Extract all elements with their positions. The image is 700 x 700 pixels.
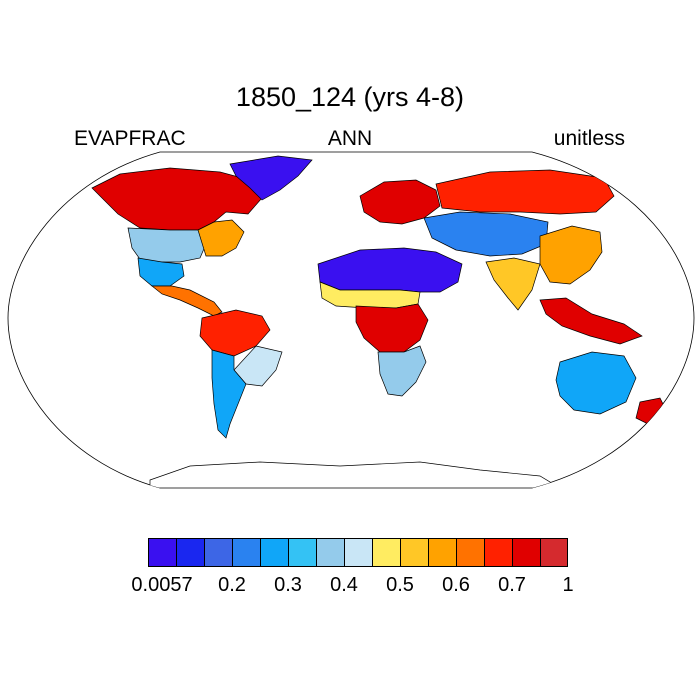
colorbar-box bbox=[372, 538, 400, 567]
region-russia-north bbox=[435, 169, 615, 215]
colorbar-box bbox=[540, 538, 568, 567]
colorbar-box bbox=[148, 538, 176, 567]
colorbar-tick-label: 0.3 bbox=[274, 574, 302, 596]
colorbar-tick-label: 0.7 bbox=[498, 574, 526, 596]
land-areas bbox=[91, 155, 667, 488]
season-label: ANN bbox=[327, 127, 373, 150]
region-north-america-east bbox=[197, 219, 245, 257]
region-greenland bbox=[229, 155, 313, 201]
region-north-america-southwest bbox=[137, 257, 185, 287]
colorbar-tick-label: 0.6 bbox=[442, 574, 470, 596]
region-south-america-south bbox=[211, 349, 247, 439]
region-australia bbox=[555, 351, 637, 415]
region-north-america-central bbox=[127, 227, 207, 263]
colorbar-tick-label: 0.5 bbox=[386, 574, 414, 596]
region-east-asia bbox=[539, 225, 603, 285]
colorbar-box bbox=[260, 538, 288, 567]
region-southern-africa bbox=[377, 345, 427, 397]
colorbar-box bbox=[204, 538, 232, 567]
region-central-asia bbox=[423, 211, 549, 257]
map-title: 1850_124 (yrs 4-8) bbox=[235, 82, 465, 112]
colorbar-box bbox=[288, 538, 316, 567]
region-antarctica bbox=[149, 461, 562, 488]
region-north-america-north bbox=[91, 167, 263, 231]
region-central-africa bbox=[355, 303, 429, 353]
colorbar-box bbox=[176, 538, 204, 567]
region-new-zealand bbox=[635, 397, 667, 425]
colorbar-box bbox=[456, 538, 484, 567]
colorbar-tick-label: 0.2 bbox=[218, 574, 246, 596]
colorbar-box bbox=[232, 538, 260, 567]
colorbar-tick-label: 1 bbox=[562, 574, 574, 596]
colorbar-box bbox=[316, 538, 344, 567]
region-india bbox=[485, 257, 541, 311]
colorbar-box bbox=[400, 538, 428, 567]
colorbar-box bbox=[344, 538, 372, 567]
colorbar-box bbox=[512, 538, 540, 567]
variable-label: EVAPFRAC bbox=[74, 127, 186, 150]
colorbar-box bbox=[484, 538, 512, 567]
colorbar-tick-label: 0.0057 bbox=[131, 574, 193, 596]
region-southeast-asia bbox=[539, 297, 643, 345]
units-label: unitless bbox=[553, 127, 625, 150]
region-europe bbox=[359, 179, 441, 225]
colorbar-tick-label: 0.4 bbox=[330, 574, 358, 596]
colorbar-box bbox=[428, 538, 456, 567]
